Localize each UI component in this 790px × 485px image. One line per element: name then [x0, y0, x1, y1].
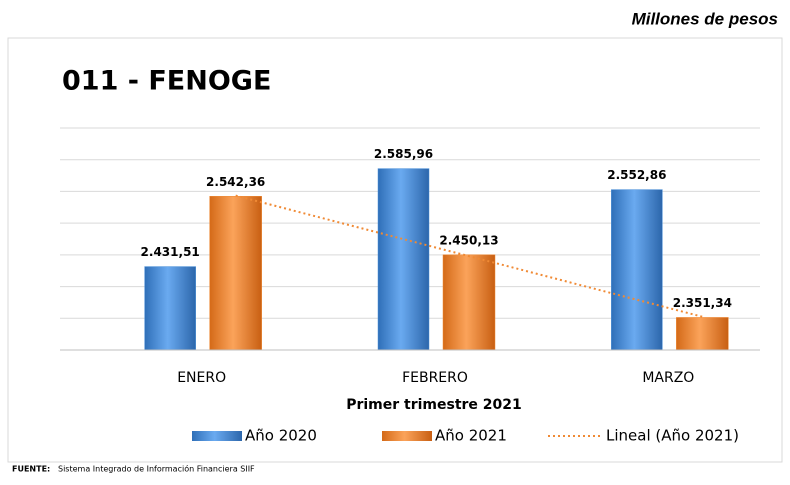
- value-label: 2.542,36: [206, 175, 265, 189]
- trendline: [235, 194, 703, 318]
- x-tick-label: ENERO: [177, 370, 226, 386]
- bar: [442, 254, 496, 351]
- x-axis-label: Primer trimestre 2021: [346, 397, 522, 413]
- legend-swatch: [192, 431, 242, 441]
- legend-label: Año 2021: [435, 427, 507, 445]
- unit-note: Millones de pesos: [632, 9, 778, 28]
- value-label: 2.585,96: [374, 147, 433, 161]
- value-label: 2.450,13: [439, 233, 498, 247]
- bar: [611, 189, 663, 351]
- x-tick-label: MARZO: [642, 370, 694, 386]
- value-label: 2.431,51: [141, 245, 200, 259]
- legend-label: Lineal (Año 2021): [606, 427, 739, 445]
- legend-swatch: [382, 431, 432, 441]
- x-tick-label: FEBRERO: [402, 370, 468, 386]
- source-text: Sistema Integrado de Información Financi…: [58, 464, 255, 474]
- bar: [209, 196, 262, 351]
- bar: [377, 168, 430, 351]
- source-label: FUENTE:: [12, 465, 50, 474]
- bar: [144, 266, 196, 351]
- bar: [676, 317, 729, 351]
- value-label: 2.552,86: [607, 168, 666, 182]
- chart-title: 011 - FENOGE: [62, 66, 271, 97]
- value-label: 2.351,34: [673, 296, 732, 310]
- legend-label: Año 2020: [245, 427, 317, 445]
